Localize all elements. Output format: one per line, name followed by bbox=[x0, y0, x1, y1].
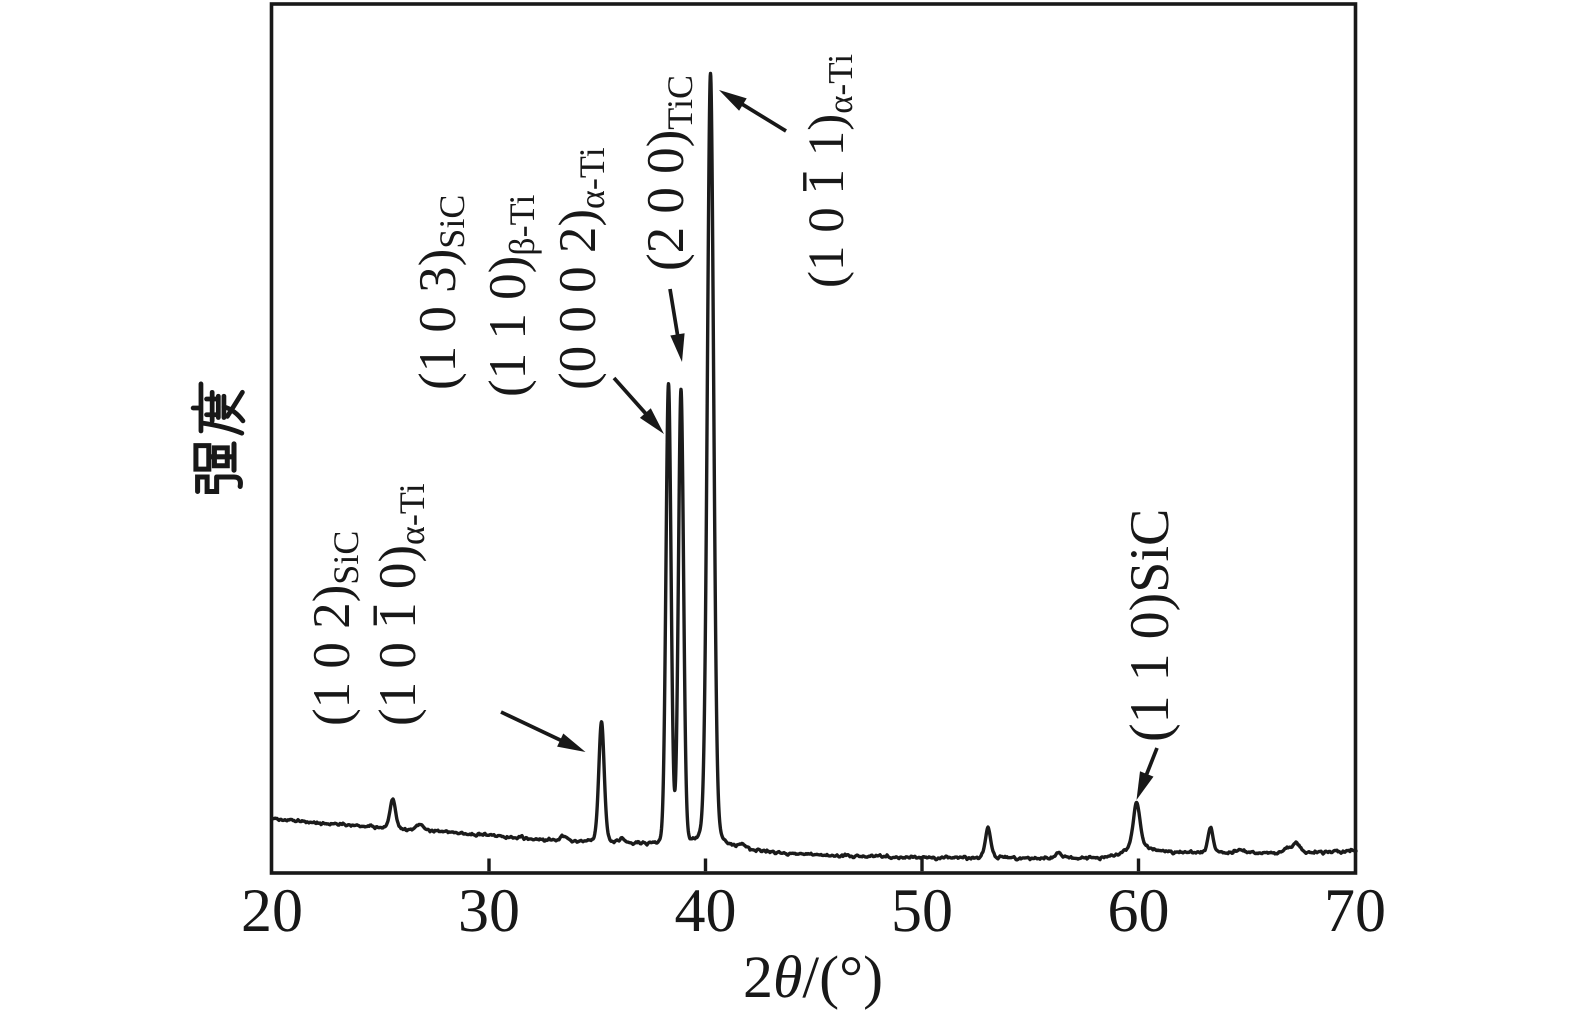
svg-text:40: 40 bbox=[675, 877, 737, 945]
svg-text:70: 70 bbox=[1324, 877, 1386, 945]
svg-text:(1 0 1 0)α-Ti: (1 0 1 0)α-Ti bbox=[369, 483, 432, 726]
svg-text:(1 1 0)SiC: (1 1 0)SiC bbox=[1119, 509, 1181, 742]
svg-text:2θ/(°): 2θ/(°) bbox=[743, 944, 883, 1010]
svg-text:50: 50 bbox=[891, 877, 953, 945]
svg-text:30: 30 bbox=[458, 877, 520, 945]
svg-text:(0 0 0 2)α-Ti: (0 0 0 2)α-Ti bbox=[549, 147, 612, 390]
svg-text:20: 20 bbox=[241, 877, 303, 945]
svg-text:60: 60 bbox=[1108, 877, 1170, 945]
svg-text:(1 1 0)β-Ti: (1 1 0)β-Ti bbox=[479, 195, 542, 397]
